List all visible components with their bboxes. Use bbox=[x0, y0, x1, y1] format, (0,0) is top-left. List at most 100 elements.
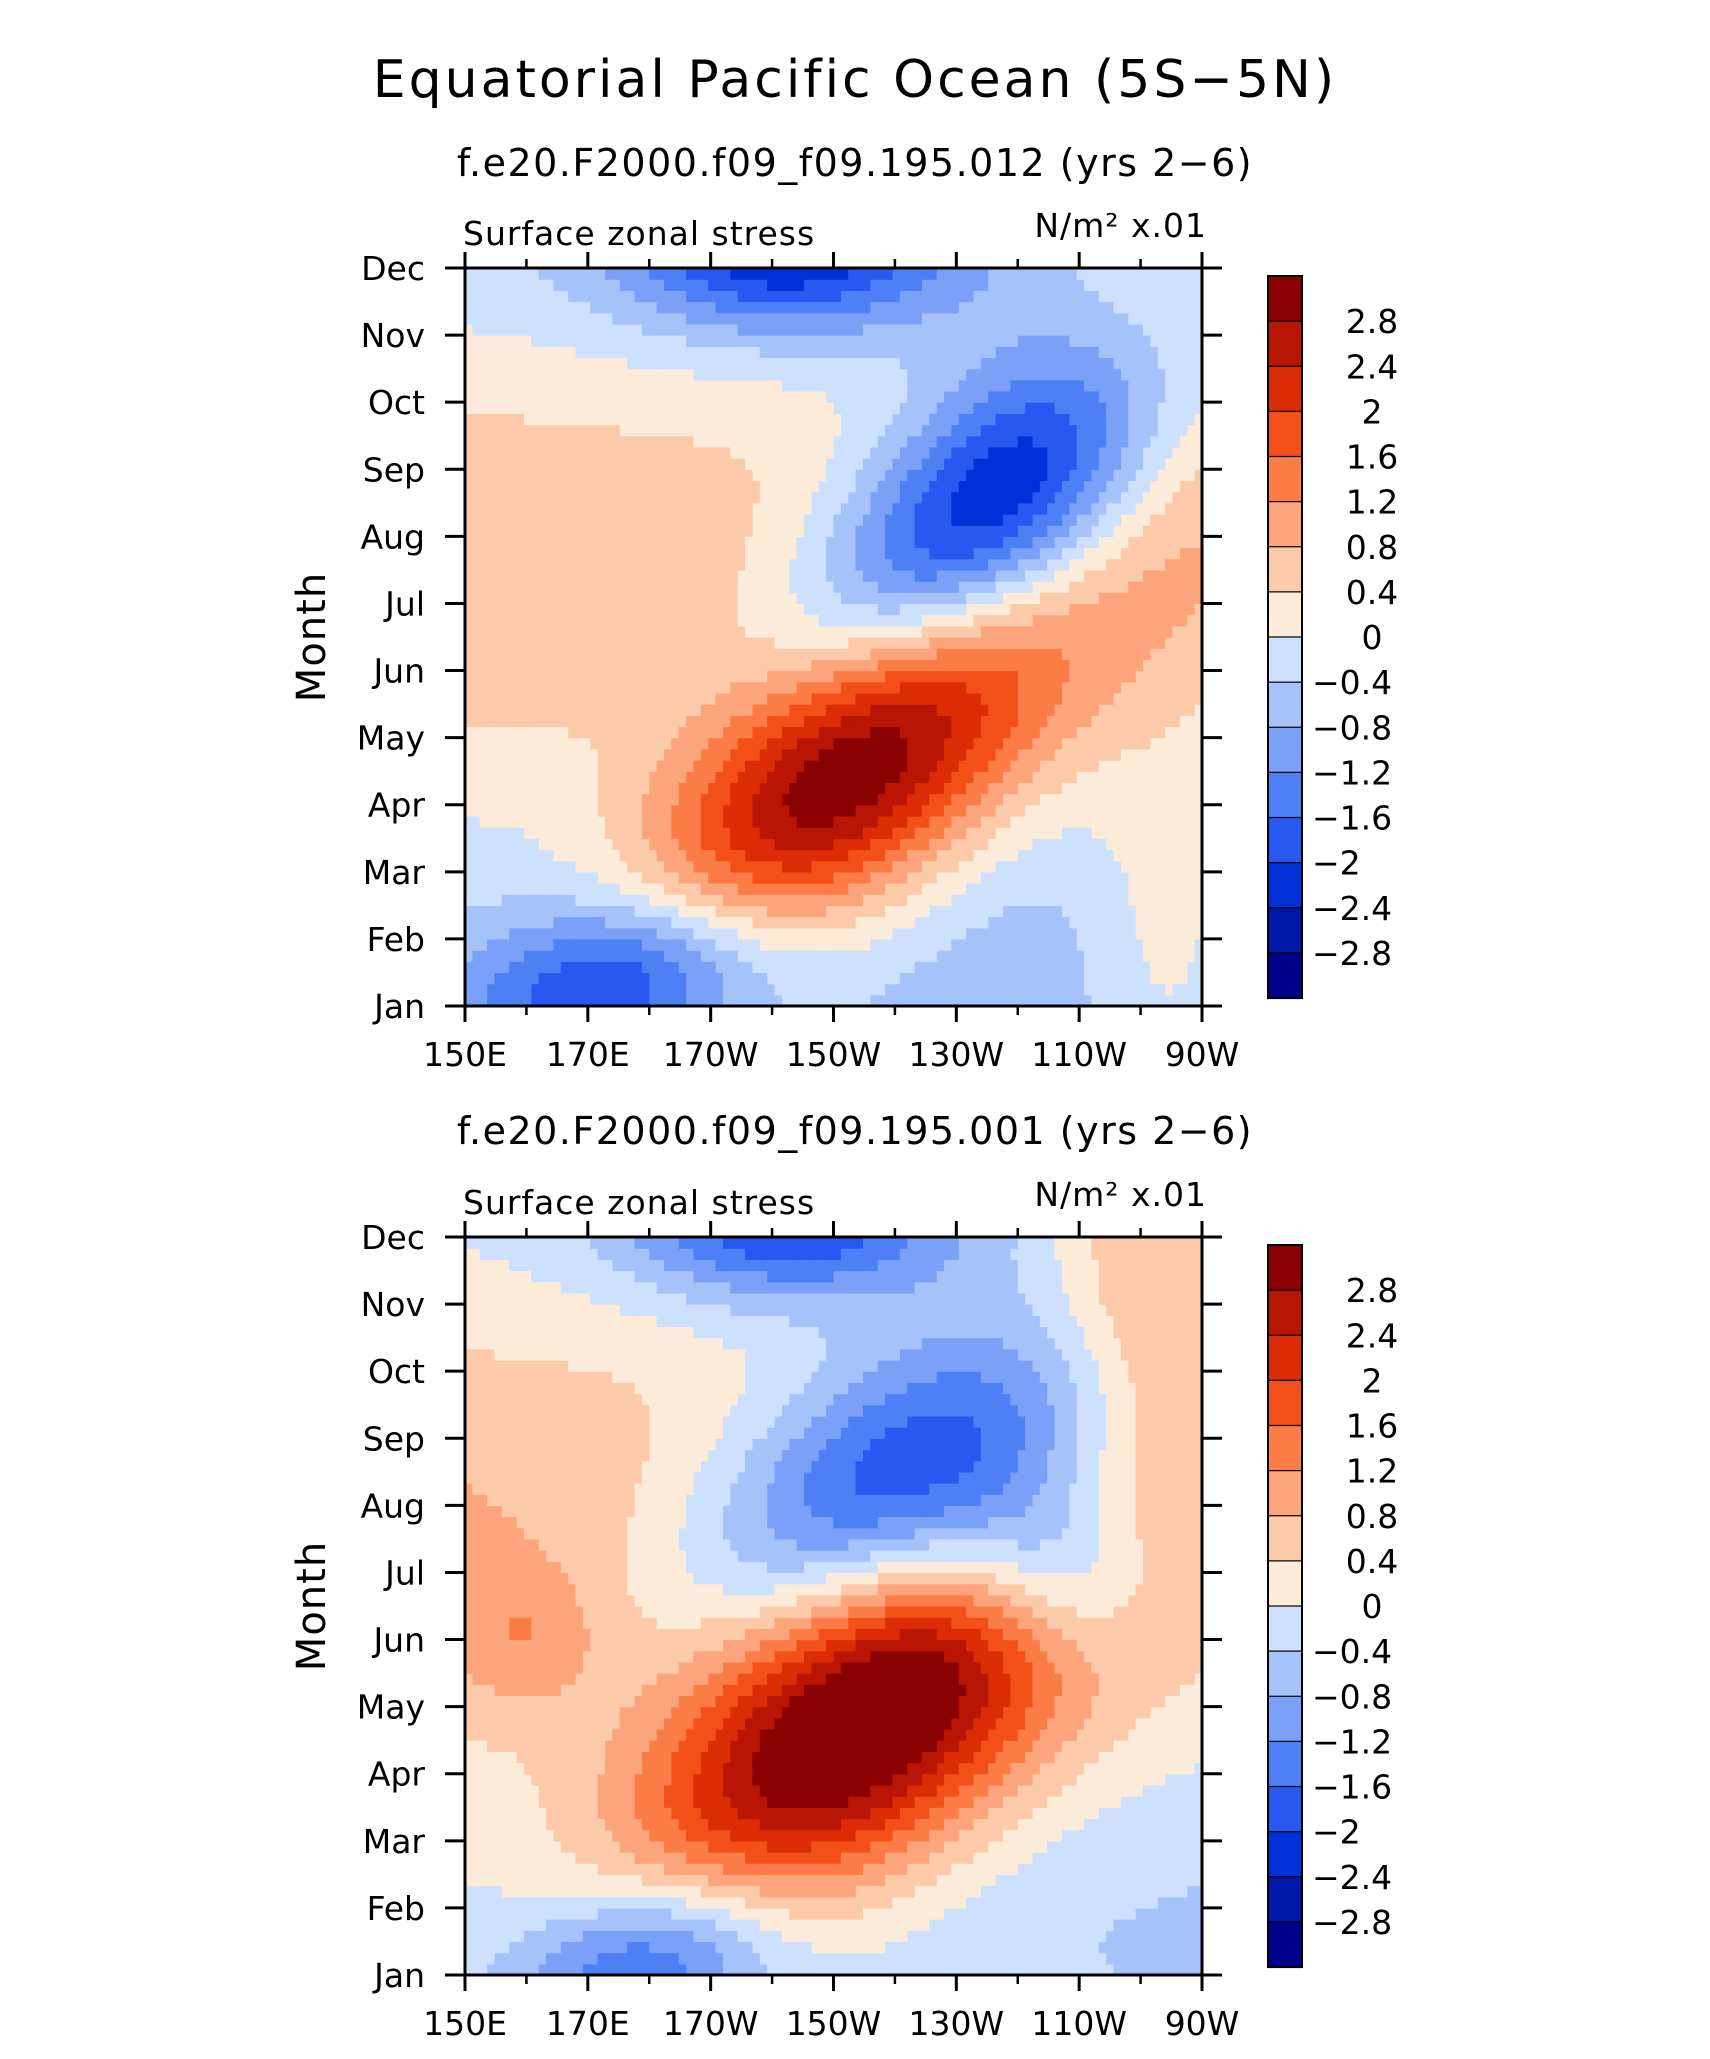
contour-cell bbox=[619, 894, 628, 906]
contour-cell bbox=[465, 938, 473, 951]
contour-cell bbox=[582, 692, 591, 705]
contour-cell bbox=[1032, 625, 1041, 638]
contour-cell bbox=[1084, 737, 1093, 750]
contour-cell bbox=[1172, 782, 1181, 795]
contour-cell bbox=[745, 804, 754, 817]
contour-cell bbox=[944, 916, 953, 929]
contour-cell bbox=[612, 670, 621, 683]
contour-cell bbox=[568, 860, 577, 873]
contour-cell bbox=[929, 715, 938, 728]
contour-cell bbox=[582, 581, 591, 593]
contour-cell bbox=[826, 715, 835, 728]
contour-cell bbox=[1084, 961, 1093, 974]
contour-cell bbox=[619, 771, 628, 783]
contour-cell bbox=[951, 994, 960, 1006]
contour-cell bbox=[1098, 603, 1107, 616]
contour-cell bbox=[1069, 815, 1078, 828]
contour-cell bbox=[907, 458, 916, 470]
contour-cell bbox=[641, 782, 650, 795]
contour-cell bbox=[944, 871, 953, 884]
contour-cell bbox=[980, 670, 989, 683]
contour-cell bbox=[907, 871, 916, 884]
contour-cell bbox=[811, 793, 820, 806]
contour-cell bbox=[634, 916, 643, 929]
contour-cell bbox=[1054, 581, 1063, 593]
contour-cell bbox=[1091, 883, 1100, 895]
contour-cell bbox=[472, 838, 481, 851]
contour-cell bbox=[1003, 927, 1011, 940]
contour-cell bbox=[686, 927, 695, 940]
contour-cell bbox=[523, 793, 532, 806]
contour-cell bbox=[1143, 938, 1152, 951]
contour-cell bbox=[1172, 737, 1181, 750]
contour-cell bbox=[759, 458, 768, 470]
contour-cell bbox=[649, 692, 658, 705]
contour-cell bbox=[686, 994, 695, 1006]
contour-cell bbox=[627, 446, 636, 459]
contour-cell bbox=[855, 547, 864, 560]
contour-cell bbox=[1135, 838, 1144, 851]
contour-cell bbox=[605, 648, 613, 660]
contour-cell bbox=[833, 536, 842, 549]
contour-cell bbox=[656, 581, 665, 593]
contour-cell bbox=[465, 782, 473, 795]
contour-cell bbox=[1098, 883, 1107, 895]
contour-cell bbox=[678, 938, 687, 951]
contour-cell bbox=[531, 793, 540, 806]
contour-cell bbox=[774, 726, 783, 739]
contour-cell bbox=[1076, 614, 1085, 627]
contour-cell bbox=[988, 502, 997, 515]
contour-cell bbox=[722, 581, 731, 593]
contour-cell bbox=[501, 927, 510, 940]
contour-cell bbox=[612, 760, 621, 772]
contour-cell bbox=[1106, 737, 1115, 750]
contour-cell bbox=[700, 547, 709, 560]
contour-cell bbox=[892, 592, 901, 605]
contour-cell bbox=[1128, 860, 1137, 873]
contour-cell bbox=[634, 525, 643, 537]
contour-cell bbox=[678, 458, 687, 470]
contour-cell bbox=[840, 581, 849, 593]
contour-cell bbox=[634, 961, 643, 974]
contour-cell bbox=[833, 938, 842, 951]
contour-cell bbox=[914, 670, 923, 683]
contour-cell bbox=[1187, 637, 1196, 649]
contour-cell bbox=[877, 726, 886, 739]
contour-cell bbox=[826, 972, 835, 985]
contour-cell bbox=[627, 692, 636, 705]
contour-cell bbox=[811, 950, 820, 962]
contour-cell bbox=[560, 838, 569, 851]
contour-cell bbox=[988, 446, 997, 459]
contour-cell bbox=[877, 782, 886, 795]
contour-cell bbox=[958, 950, 967, 962]
contour-cell bbox=[1135, 525, 1144, 537]
contour-cell bbox=[1025, 592, 1034, 605]
contour-cell bbox=[605, 771, 613, 783]
contour-cell bbox=[995, 581, 1004, 593]
contour-cell bbox=[487, 480, 496, 493]
contour-cell bbox=[1113, 771, 1122, 783]
contour-cell bbox=[1150, 480, 1159, 493]
contour-cell bbox=[531, 692, 540, 705]
contour-cell bbox=[722, 480, 731, 493]
contour-cell bbox=[678, 547, 687, 560]
contour-cell bbox=[641, 603, 650, 616]
contour-cell bbox=[546, 883, 555, 895]
contour-cell bbox=[1069, 625, 1078, 638]
contour-cell bbox=[951, 883, 960, 895]
contour-cell bbox=[826, 592, 835, 605]
contour-cell bbox=[944, 681, 953, 694]
contour-cell bbox=[649, 748, 658, 761]
contour-cell bbox=[929, 927, 938, 940]
contour-cell bbox=[708, 838, 717, 851]
contour-cell bbox=[656, 692, 665, 705]
contour-cell bbox=[811, 625, 820, 638]
contour-cell bbox=[781, 469, 790, 482]
contour-cell bbox=[678, 871, 687, 884]
contour-cell bbox=[627, 458, 636, 470]
contour-cell bbox=[966, 905, 975, 918]
contour-cell bbox=[921, 838, 930, 851]
contour-cell bbox=[781, 726, 790, 739]
contour-cell bbox=[921, 681, 930, 694]
contour-cell bbox=[722, 927, 731, 940]
